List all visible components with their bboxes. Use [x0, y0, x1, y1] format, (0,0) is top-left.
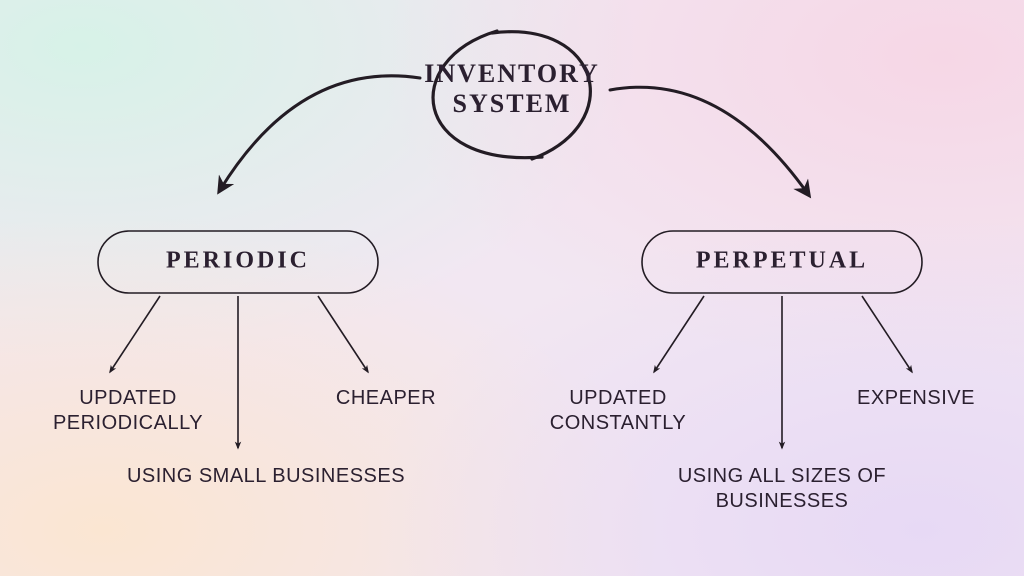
title-text: INVENTORYSYSTEM	[424, 59, 600, 118]
leaf-using-all-sizes: USING ALL SIZES OF BUSINESSES	[678, 465, 886, 512]
arrow-periodic-right	[318, 296, 368, 372]
arrow-perpetual-right	[862, 296, 912, 372]
leaf-expensive: EXPENSIVE	[857, 387, 975, 409]
leaf-updated-constantly-line-1: CONSTANTLY	[550, 412, 687, 434]
leaf-using-small-businesses: USING SMALL BUSINESSES	[127, 465, 405, 487]
leaf-updated-constantly-line-0: UPDATED	[569, 387, 667, 409]
title-line-1: INVENTORY	[424, 59, 600, 88]
leaf-expensive-line-0: EXPENSIVE	[857, 387, 975, 409]
curved-arrow-left	[220, 76, 420, 190]
leaf-cheaper: CHEAPER	[336, 387, 436, 409]
leaf-updated-periodically-line-1: PERIODICALLY	[53, 412, 203, 434]
arrow-periodic-left	[110, 296, 160, 372]
diagram-ink-layer: INVENTORYSYSTEM PERIODIC UPDATED PERIODICAL…	[0, 0, 1024, 576]
arrow-perpetual-left	[654, 296, 704, 372]
leaf-using-all-sizes-line-1: BUSINESSES	[716, 490, 849, 512]
title-line-2: SYSTEM	[453, 89, 572, 118]
diagram-canvas: INVENTORYSYSTEM PERIODIC UPDATED PERIODICAL…	[0, 0, 1024, 576]
leaf-using-small-businesses-line-0: USING SMALL BUSINESSES	[127, 465, 405, 487]
branch-label-periodic: PERIODIC	[166, 248, 310, 274]
leaf-using-all-sizes-line-0: USING ALL SIZES OF	[678, 465, 886, 487]
curved-arrow-right	[610, 87, 808, 194]
leaf-cheaper-line-0: CHEAPER	[336, 387, 436, 409]
leaf-updated-periodically: UPDATED PERIODICALLY	[53, 387, 203, 434]
leaf-updated-constantly: UPDATED CONSTANTLY	[550, 387, 687, 434]
branch-label-perpetual: PERPETUAL	[696, 248, 868, 274]
leaf-updated-periodically-line-0: UPDATED	[79, 387, 177, 409]
